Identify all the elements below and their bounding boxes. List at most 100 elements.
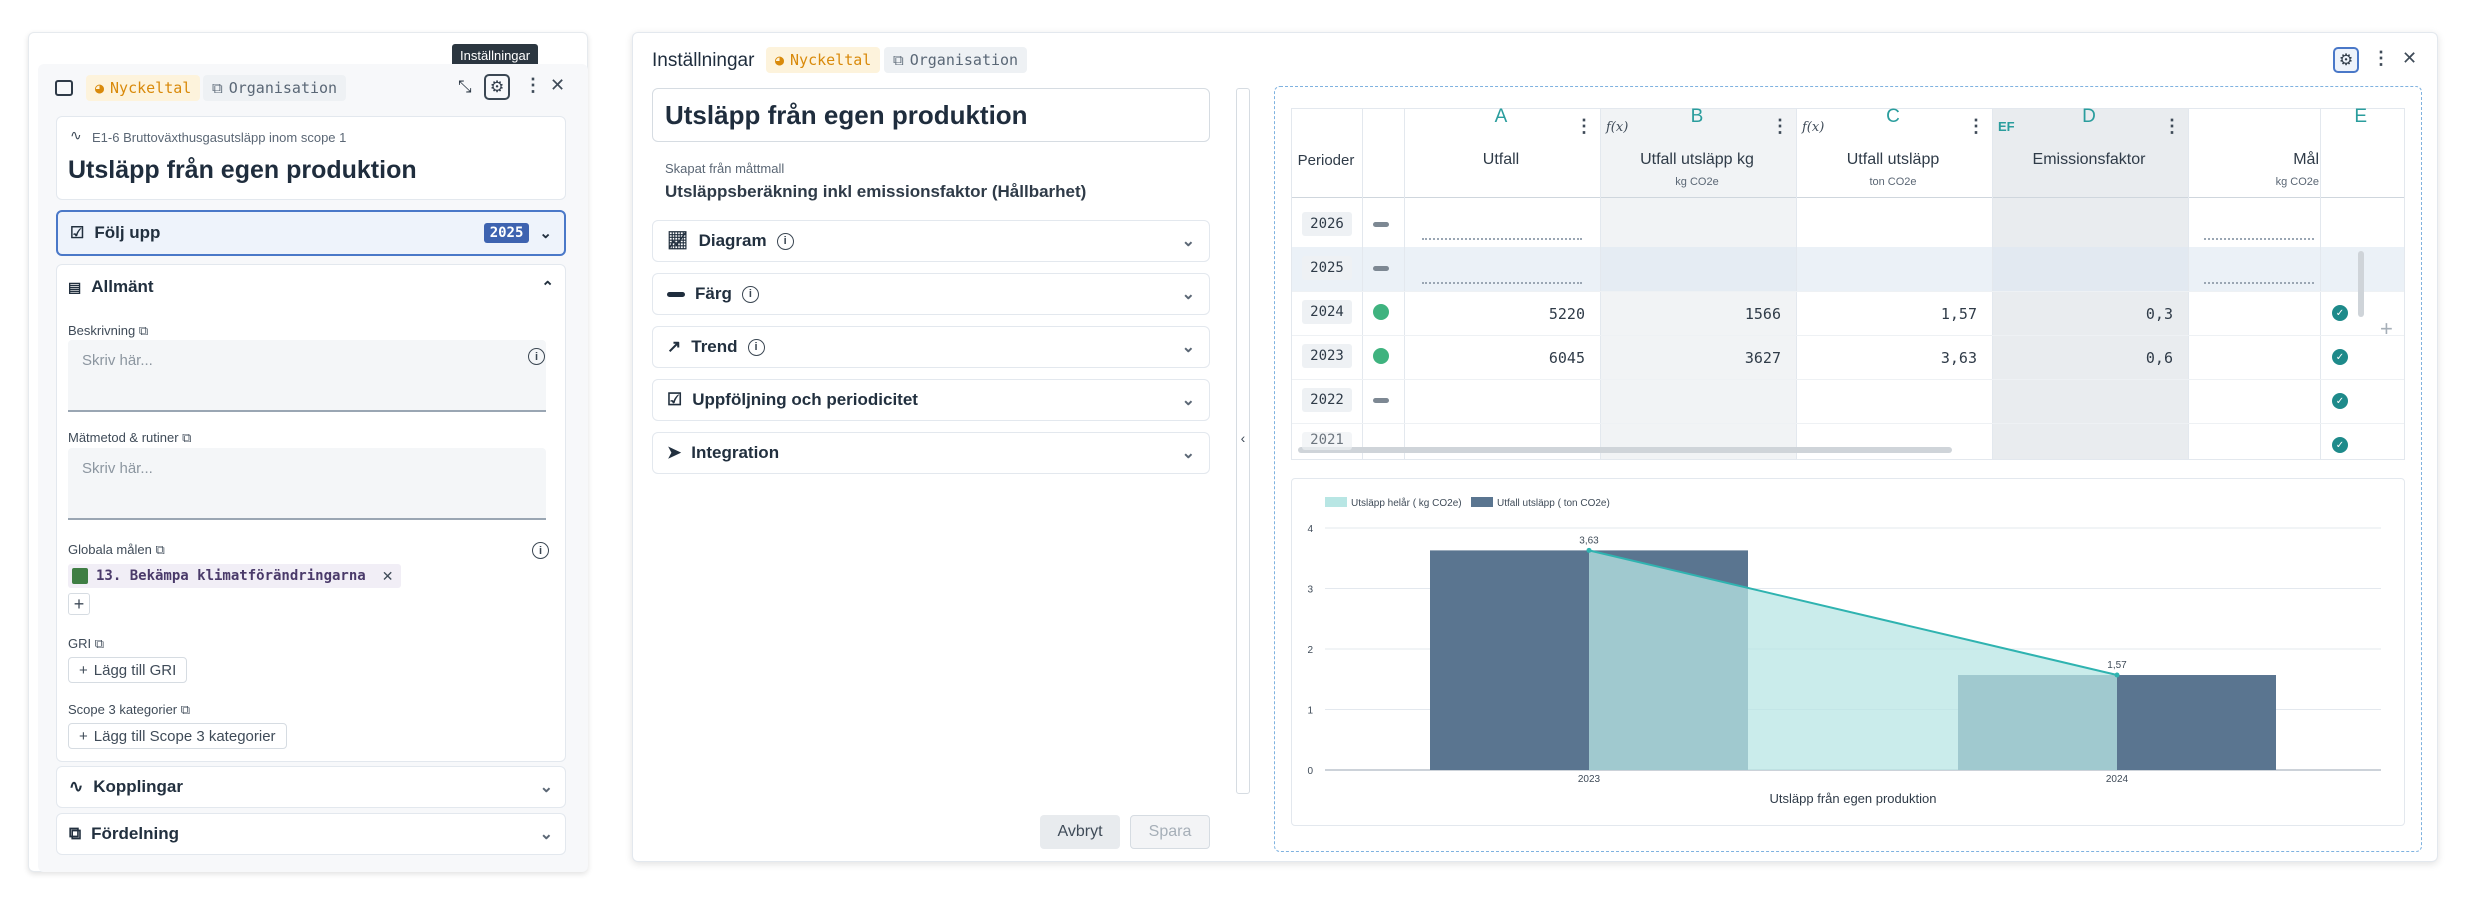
kpi-badge: ◕ Nyckeltal: [86, 75, 201, 101]
more-icon[interactable]: ⋮: [2372, 48, 2390, 68]
period-2021[interactable]: 2021: [1302, 432, 1352, 450]
column-letter-c: C: [1886, 106, 1900, 127]
plus-icon: +: [79, 661, 88, 679]
preview-area: [1274, 86, 2422, 852]
chevron-down-icon: ⌄: [1181, 233, 1195, 250]
y-tick-label: 3: [1307, 585, 1313, 596]
legend-swatch: [1471, 497, 1493, 507]
hierarchy-icon: ⧉: [180, 702, 191, 717]
close-icon[interactable]: ✕: [2402, 48, 2418, 68]
remove-icon[interactable]: ✕: [381, 567, 394, 584]
column-letter-a: A: [1494, 106, 1508, 127]
cancel-button[interactable]: Avbryt: [1040, 815, 1120, 849]
add-goal-button[interactable]: +: [68, 593, 90, 615]
column-menu-icon[interactable]: ⋮: [2163, 116, 2181, 136]
y-tick-label: 2: [1307, 645, 1313, 656]
period-2023[interactable]: 2023: [1302, 344, 1352, 368]
hierarchy-icon: ⧉: [182, 430, 192, 445]
point-2024: [2114, 672, 2120, 678]
panel-splitter[interactable]: [1236, 88, 1250, 794]
y-tick-label: 0: [1307, 766, 1313, 777]
info-icon[interactable]: i: [741, 285, 759, 303]
period-2022[interactable]: 2022: [1302, 388, 1352, 412]
more-icon[interactable]: ⋮: [524, 75, 542, 95]
cell-a-2024[interactable]: 5220: [1548, 305, 1585, 323]
period-header: Perioder: [1297, 152, 1355, 169]
chevron-down-icon: ⌄: [1181, 392, 1195, 409]
follow-up-header[interactable]: ☑ Följ upp 2025 ⌄: [56, 210, 566, 256]
info-icon[interactable]: i: [776, 232, 794, 250]
column-menu-icon[interactable]: ⋮: [1771, 116, 1789, 136]
check-icon: ✓: [2332, 305, 2348, 321]
follow-up-icon: ☑: [667, 390, 683, 409]
description-field[interactable]: Skriv här...: [68, 340, 546, 412]
area-line: [1588, 549, 2118, 676]
check-icon: ✓: [2332, 393, 2348, 409]
period-2026[interactable]: 2026: [1302, 212, 1352, 236]
info-icon[interactable]: i: [532, 542, 549, 559]
status-ok: [1373, 304, 1389, 320]
status-none: [1373, 398, 1389, 403]
legend-swatch: [1325, 497, 1347, 507]
vertical-scrollbar[interactable]: [2358, 251, 2364, 317]
followup-section[interactable]: ☑ Uppföljning och periodicitet ⌄: [652, 379, 1210, 421]
cell-c-2024[interactable]: 1,57: [1940, 305, 1977, 323]
trend-section[interactable]: ↗ Trend i ⌄: [652, 326, 1210, 368]
name-input[interactable]: Utsläpp från egen produktion: [652, 88, 1210, 142]
sidebar-toggle-icon[interactable]: [55, 80, 73, 96]
chevron-left-icon[interactable]: ‹: [1240, 430, 1246, 446]
title-card: [56, 116, 566, 200]
cell-b-2024[interactable]: 1566: [1744, 305, 1781, 323]
close-icon[interactable]: ✕: [550, 75, 566, 95]
add-scope3-button[interactable]: + Lägg till Scope 3 kategorier: [68, 723, 287, 749]
color-section[interactable]: Färg i ⌄: [652, 273, 1210, 315]
data-label: 1,57: [2107, 660, 2127, 671]
column-name-c: Utfall utsläpp: [1846, 151, 1940, 168]
column-name-b: Utfall utsläpp kg: [1640, 151, 1754, 168]
general-header[interactable]: ▤ Allmänt ⌃: [68, 277, 554, 296]
column-letter-d: D: [2082, 106, 2096, 127]
column-name-a: Utfall: [1482, 151, 1520, 168]
pie-icon: ◕: [95, 79, 105, 97]
year-badge: 2025: [483, 223, 530, 243]
ef-icon: EF: [1998, 119, 2015, 134]
diagram-section[interactable]: 📈︎ Diagram i ⌄: [652, 220, 1210, 262]
horizontal-scrollbar[interactable]: [1298, 447, 1952, 453]
column-menu-icon[interactable]: ⋮: [1575, 116, 1593, 136]
period-2025[interactable]: 2025: [1302, 256, 1352, 280]
hierarchy-icon: ⧉: [212, 79, 223, 97]
info-icon[interactable]: i: [747, 338, 765, 356]
integration-section[interactable]: ➤ Integration ⌄: [652, 432, 1210, 474]
hierarchy-icon: ⧉: [893, 51, 904, 69]
chevron-down-icon: ⌄: [1181, 445, 1195, 462]
chevron-down-icon: ⌄: [539, 826, 553, 843]
method-field[interactable]: Skriv här...: [68, 448, 546, 520]
cell-a-2023[interactable]: 6045: [1548, 349, 1585, 367]
cell-c-2023[interactable]: 3,63: [1940, 349, 1977, 367]
kpi-title: Utsläpp från egen produktion: [68, 156, 417, 184]
status-none: [1373, 222, 1389, 227]
chevron-down-icon: ⌄: [1181, 339, 1195, 356]
cell-d-2024[interactable]: 0,3: [2145, 305, 2173, 323]
add-column-icon[interactable]: +: [2380, 316, 2393, 341]
add-gri-button[interactable]: + Lägg till GRI: [68, 657, 188, 683]
column-menu-icon[interactable]: ⋮: [1967, 116, 1985, 136]
y-tick-label: 4: [1307, 524, 1313, 535]
cell-d-2023[interactable]: 0,6: [2145, 349, 2173, 367]
cell-b-2023[interactable]: 3627: [1744, 349, 1781, 367]
info-icon[interactable]: i: [528, 348, 545, 365]
links-section[interactable]: ∿ Kopplingar ⌄: [56, 766, 566, 808]
distribution-section[interactable]: ⧉ Fördelning ⌄: [56, 813, 566, 855]
send-icon: ➤: [667, 443, 682, 462]
method-label: Mätmetod & rutiner ⧉: [68, 430, 192, 445]
period-2024[interactable]: 2024: [1302, 300, 1352, 324]
save-button[interactable]: Spara: [1130, 815, 1210, 849]
follow-up-icon: ☑: [70, 225, 85, 242]
x-tick-label: 2024: [2106, 774, 2129, 785]
settings-button[interactable]: ⚙: [2333, 47, 2359, 73]
column-name-e: Mål: [2293, 151, 2319, 168]
settings-button[interactable]: ⚙: [484, 74, 510, 100]
gri-label: GRI ⧉: [68, 636, 105, 651]
data-table: [1291, 108, 2405, 460]
collapse-icon[interactable]: ⤡: [458, 77, 472, 96]
